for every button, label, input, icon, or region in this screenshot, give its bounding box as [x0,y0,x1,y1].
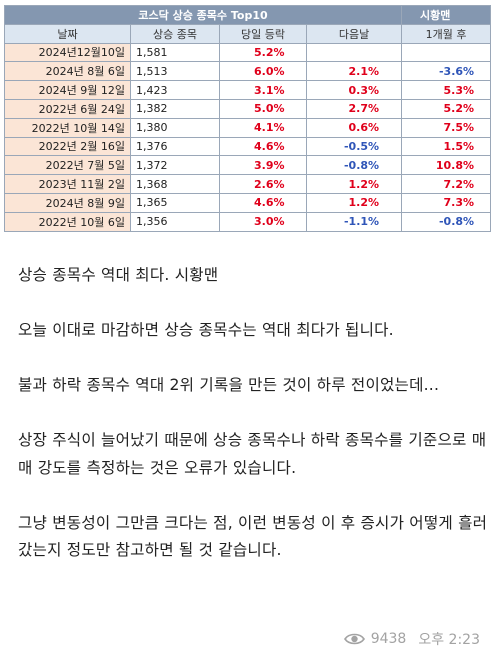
count-cell: 1,513 [130,61,220,82]
one-month-cell: 7.3% [401,192,492,213]
table-row: 2022년 2월 16일 1,376 4.6% -0.5% 1.5% [4,136,492,157]
next-day-cell: -1.1% [305,211,403,232]
one-month-cell: 7.2% [401,174,492,194]
count-cell: 1,423 [130,80,220,100]
message-time: 오후 2:23 [418,632,480,648]
one-month-cell: 5.2% [401,98,492,119]
next-day-cell: 2.7% [305,98,403,119]
one-month-cell: 5.3% [401,80,492,100]
table-row: 2022년 10월 14일 1,380 4.1% 0.6% 7.5% [4,117,492,138]
date-cell: 2024년 8월 6일 [4,61,131,82]
count-cell: 1,581 [130,42,220,63]
message-paragraph: 불과 하락 종목수 역대 2위 기록을 만든 것이 하루 전이었는데... [18,376,440,394]
next-day-cell [305,42,403,63]
message-paragraph: 상장 주식이 늘어났기 때문에 상승 종목수나 하락 종목수를 기준으로 매매 … [18,431,487,477]
table-row: 2022년 10월 6일 1,356 3.0% -1.1% -0.8% [4,211,492,232]
table-row: 2024년 8월 6일 1,513 6.0% 2.1% -3.6% [4,61,492,82]
table-row: 2022년 7월 5일 1,372 3.9% -0.8% 10.8% [4,155,492,176]
table-row: 2024년12월10일 1,581 5.2% [4,42,492,63]
day-change-cell: 5.2% [219,42,307,63]
day-change-cell: 2.6% [219,174,307,194]
count-cell: 1,380 [130,117,220,138]
message-meta: 9438 오후 2:23 [343,629,480,649]
day-change-cell: 3.9% [219,155,307,176]
column-header: 상승 종목 [130,23,220,44]
one-month-cell: 7.5% [401,117,492,138]
date-cell: 2022년 10월 14일 [4,117,131,138]
count-cell: 1,368 [130,174,220,194]
next-day-cell: -0.5% [305,136,403,157]
day-change-cell: 3.1% [219,80,307,100]
table-row: 2024년 8월 9일 1,365 4.6% 1.2% 7.3% [4,192,492,213]
table-header-row: 날짜 상승 종목 당일 등락 다음날 1개월 후 [4,23,492,44]
view-count: 9438 [370,631,407,647]
column-header: 1개월 후 [401,23,492,44]
table-row: 2023년 11월 2일 1,368 2.6% 1.2% 7.2% [4,174,492,194]
message-paragraph: 그냥 변동성이 그만큼 크다는 점, 이런 변동성 이 후 증시가 어떻게 흘러… [18,513,488,560]
next-day-cell: 1.2% [305,174,403,194]
date-cell: 2024년12월10일 [4,42,131,63]
one-month-cell: -3.6% [401,61,492,82]
day-change-cell: 4.6% [219,192,307,213]
date-cell: 2022년 10월 6일 [4,211,131,232]
table-row: 2022년 6월 24일 1,382 5.0% 2.7% 5.2% [4,98,492,119]
count-cell: 1,372 [130,155,220,176]
day-change-cell: 4.6% [219,136,307,157]
table-tag: 시황맨 [401,5,492,25]
one-month-cell: 1.5% [401,136,492,157]
one-month-cell [401,42,492,63]
table-title-row: 코스닥 상승 종목수 Top10 시황맨 [3,5,492,25]
count-cell: 1,382 [130,98,220,119]
next-day-cell: 0.3% [305,80,403,100]
eye-icon [343,632,365,646]
column-header: 날짜 [4,23,131,44]
next-day-cell: -0.8% [305,155,403,176]
column-header: 다음날 [305,23,403,44]
message-paragraph: 상승 종목수 역대 최다. 시황맨 [18,266,219,284]
count-cell: 1,365 [130,192,220,213]
day-change-cell: 3.0% [219,211,307,232]
count-cell: 1,376 [130,136,220,157]
table-title: 코스닥 상승 종목수 Top10 [3,5,403,25]
date-cell: 2022년 6월 24일 [4,98,131,119]
one-month-cell: -0.8% [401,211,492,232]
next-day-cell: 0.6% [305,117,403,138]
table-image[interactable]: 코스닥 상승 종목수 Top10 시황맨 날짜 상승 종목 당일 등락 다음날 1개월 … [0,0,494,254]
one-month-cell: 10.8% [401,155,492,176]
next-day-cell: 1.2% [305,192,403,213]
day-change-cell: 5.0% [219,98,307,119]
date-cell: 2022년 7월 5일 [4,155,131,176]
table-row: 2024년 9월 12일 1,423 3.1% 0.3% 5.3% [4,80,492,100]
column-header: 당일 등락 [219,23,307,44]
next-day-cell: 2.1% [305,61,403,82]
count-cell: 1,356 [130,211,220,232]
message-paragraph: 오늘 이대로 마감하면 상승 종목수는 역대 최다가 됩니다. [18,321,394,339]
table-body: 2024년12월10일 1,581 5.2% 2024년 8월 6일 1,513 6.0%… [4,42,492,232]
date-cell: 2023년 11월 2일 [4,174,131,194]
day-change-cell: 6.0% [219,61,307,82]
kosdaq-top10-table: 코스닥 상승 종목수 Top10 시황맨 날짜 상승 종목 당일 등락 다음날 1개월 … [3,5,492,232]
date-cell: 2024년 8월 9일 [4,192,131,213]
day-change-cell: 4.1% [219,117,307,138]
date-cell: 2024년 9월 12일 [4,80,131,100]
date-cell: 2022년 2월 16일 [4,136,131,157]
